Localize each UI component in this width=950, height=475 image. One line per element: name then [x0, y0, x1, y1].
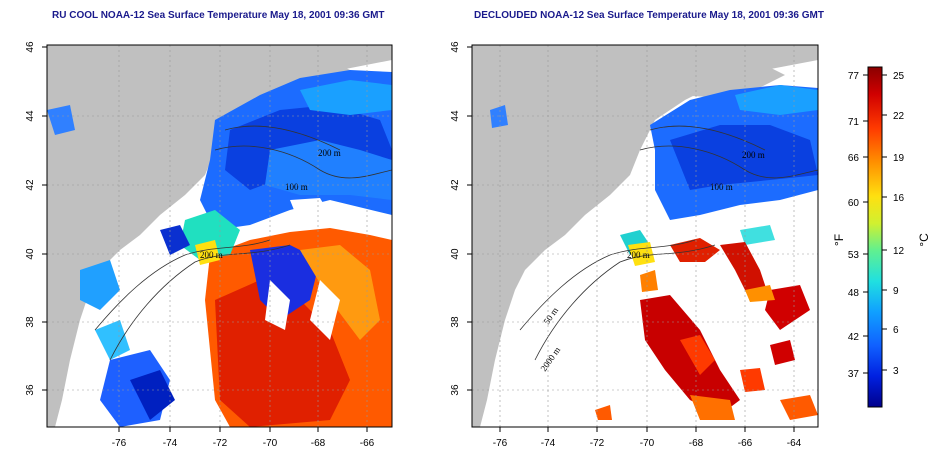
colorbar-unit-fahrenheit: °F [832, 234, 846, 246]
y-tick-label: 44 [25, 110, 36, 122]
right-map: 200 m 100 m 200 m 50 m 2000 m -76 [450, 41, 819, 449]
colorbar-c-tick: 22 [893, 111, 905, 122]
left-map: 200 m 100 m 200 m -76 -74 -72 -70 [25, 41, 393, 449]
x-tick-label: -66 [738, 438, 753, 449]
x-tick-label: -66 [360, 438, 375, 449]
y-tick-label: 36 [450, 384, 461, 396]
y-tick-label: 46 [25, 41, 36, 53]
colorbar-f-tick: 48 [848, 288, 860, 299]
colorbar-f-tick: 66 [848, 153, 860, 164]
x-tick-label: -72 [590, 438, 605, 449]
y-tick-label: 42 [25, 179, 36, 191]
y-tick-label: 44 [450, 110, 461, 122]
isobath-label: 100 m [285, 182, 308, 192]
y-tick-label: 40 [450, 248, 461, 260]
x-tick-label: -74 [541, 438, 556, 449]
y-tick-label: 38 [25, 316, 36, 328]
colorbar-c-tick: 6 [893, 325, 899, 336]
x-tick-label: -68 [689, 438, 704, 449]
isobath-label: 200 m [742, 150, 765, 160]
colorbar-c-tick: 25 [893, 71, 905, 82]
left-panel-title: RU COOL NOAA-12 Sea Surface Temperature … [52, 10, 385, 21]
colorbar: 77 71 66 60 53 48 42 37 25 22 19 16 12 9… [832, 66, 931, 408]
y-tick-label: 36 [25, 384, 36, 396]
x-tick-label: -72 [213, 438, 228, 449]
x-tick-label: -76 [493, 438, 508, 449]
x-tick-label: -76 [112, 438, 127, 449]
colorbar-f-tick: 37 [848, 369, 860, 380]
colorbar-f-tick: 71 [848, 117, 860, 128]
colorbar-c-tick: 12 [893, 246, 905, 257]
colorbar-c-tick: 16 [893, 193, 905, 204]
y-tick-label: 40 [25, 248, 36, 260]
colorbar-unit-celsius: °C [917, 233, 931, 247]
colorbar-c-tick: 9 [893, 286, 899, 297]
x-tick-label: -74 [163, 438, 178, 449]
y-tick-label: 42 [450, 179, 461, 191]
colorbar-f-tick: 42 [848, 332, 860, 343]
colorbar-c-tick: 19 [893, 153, 905, 164]
isobath-label: 200 m [200, 250, 223, 260]
colorbar-f-tick: 77 [848, 71, 860, 82]
land-mass [47, 45, 392, 427]
y-tick-label: 38 [450, 316, 461, 328]
isobath-label: 200 m [318, 148, 341, 158]
isobath-label: 200 m [627, 250, 650, 260]
right-panel-title: DECLOUDED NOAA-12 Sea Surface Temperatur… [474, 10, 824, 21]
x-tick-label: -70 [640, 438, 655, 449]
x-tick-label: -70 [263, 438, 278, 449]
land-mass [472, 45, 818, 427]
colorbar-f-tick: 60 [848, 198, 860, 209]
x-tick-label: -64 [787, 438, 802, 449]
x-tick-label: -68 [311, 438, 326, 449]
colorbar-c-tick: 3 [893, 366, 899, 377]
colorbar-f-tick: 53 [848, 250, 860, 261]
y-tick-label: 46 [450, 41, 461, 53]
isobath-label: 100 m [710, 182, 733, 192]
